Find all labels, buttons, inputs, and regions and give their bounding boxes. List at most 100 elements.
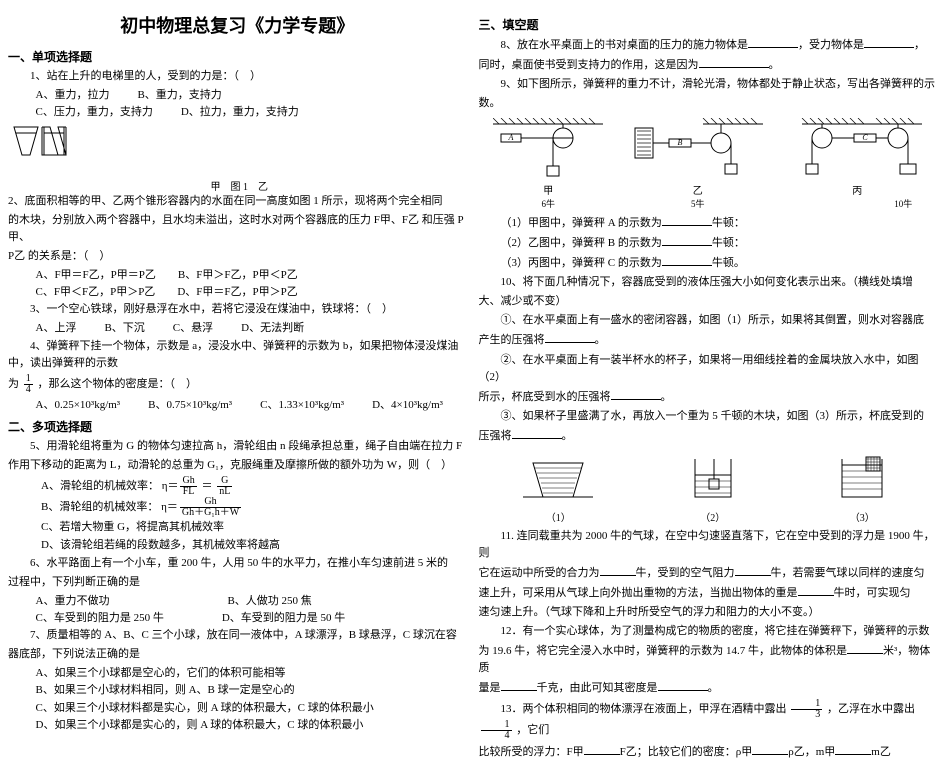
blank [735, 564, 771, 576]
frac-1-3: 13 [791, 699, 822, 720]
section-3-title: 三、填空题 [479, 16, 938, 33]
q4-frac-den: 4 [24, 385, 33, 395]
q9-la: 甲 [493, 182, 603, 197]
q7-b: B、如果三个小球材料相同，则 A、B 球一定是空心的 [36, 682, 467, 699]
q4-opts: A、0.25×10³kg/m³ B、0.75×10³kg/m³ C、1.33×1… [36, 397, 467, 414]
q5-s1: 5、用滑轮组将重为 G 的物体匀速拉高 h，滑轮组由 n 段绳承担总重，绳子自由… [8, 438, 467, 455]
q4-frac-num: 1 [24, 374, 33, 385]
q5-fa-frac2: GnL [217, 476, 232, 497]
q13s2: 比较所受的浮力：F甲 [479, 746, 584, 758]
q5-d: D、该滑轮组若绳的段数越多，其机械效率将越高 [41, 536, 467, 555]
q6-b: B、人做功 250 焦 [227, 593, 311, 610]
q9sub1b: 牛顿： [712, 217, 745, 229]
q9-figs: A 甲 B [479, 118, 938, 197]
vessel-1-icon [523, 451, 593, 507]
q7-c: C、如果三个小球材料都是实心，则 A 球的体积最大，C 球的体积最小 [36, 700, 467, 717]
q11s3: 速上升，可采用从气球上向外抛出重物的方法，当抛出物体的重是 [479, 587, 798, 599]
q9-10n: 10牛 [792, 197, 922, 210]
blank [864, 36, 914, 48]
cone-vessels-icon [12, 121, 68, 173]
svg-text:C: C [863, 133, 869, 142]
q4-b: B、0.75×10³kg/m³ [148, 397, 232, 414]
q8-s4: 同时，桌面使书受到支持力的作用，这是因为 [479, 59, 699, 71]
q12-s3: 量是千克，由此可知其密度是。 [479, 679, 938, 697]
q2-row1: A、F甲＝F乙，P甲＝P乙 B、F甲＞F乙，P甲＜P乙 [36, 267, 467, 284]
q2-fig-label: 甲 图 1 乙 [12, 178, 467, 193]
q10-fig3: （3） [832, 451, 892, 524]
vessel-3-icon [832, 451, 892, 507]
blank [662, 234, 712, 246]
q7-d: D、如果三个小球都是实心的，则 A 球的体积最大，C 球的体积最小 [36, 717, 467, 734]
svg-text:A: A [508, 133, 514, 142]
q8-s1: 8、放在水平桌面上的书对桌面的压力的施力物体是 [501, 39, 749, 51]
blank [847, 642, 883, 654]
blank [658, 679, 708, 691]
q9-sub2: （2）乙图中，弹簧秤 B 的示数为牛顿： [479, 234, 938, 252]
blank [699, 56, 769, 68]
q7-s2: 器底部，下列说法正确的是 [8, 646, 467, 663]
q2-stem2a: 的木块，分别放入两个容器中，且水均未溢出，这时水对两个容器底的压力 F [8, 214, 380, 226]
q9sub2: （2）乙图中，弹簧秤 B 的示数为 [501, 237, 662, 249]
vessel-2-icon [683, 451, 743, 507]
blank [501, 679, 537, 691]
q10-l3: （3） [832, 509, 892, 524]
q6-c: C、车受到的阻力是 250 牛 [36, 610, 164, 627]
q9-fig-a: A 甲 [493, 118, 603, 197]
q3-opts: A、上浮 B、下沉 C、悬浮 D、无法判断 [36, 320, 467, 337]
q13s1b: ，乙浮在水中露出 [827, 703, 915, 715]
q10-fig2: （2） [683, 451, 743, 524]
f14n: 1 [481, 720, 512, 731]
q2-stem3: P乙 的关系是：（ ） [8, 248, 467, 265]
q1-stem: 1、站在上升的电梯里的人，受到的力是：（ ） [8, 68, 467, 85]
section-2-title: 二、多项选择题 [8, 418, 467, 435]
q9-fig-b: B 乙 [633, 118, 763, 197]
q10c2: 压强将 [479, 430, 512, 442]
q1-opts2: C、压力，重力，支持力 D、拉力，重力，支持力 [36, 104, 467, 121]
q11s3b: 牛时，可实现匀 [834, 587, 911, 599]
q9-fig-labels-n: 6牛 5牛 10牛 [479, 197, 938, 210]
q1-d: D、拉力，重力，支持力 [181, 104, 299, 121]
q7-s1: 7、质量相等的 A、B、C 三个小球，放在同一液体中，A 球漂浮，B 球悬浮，C… [8, 627, 467, 644]
q4-stem: 4、弹簧秤下挂一个物体，示数是 a，浸没水中、弹簧秤的示数为 b，如果把物体浸没… [8, 338, 467, 372]
left-column: 初中物理总复习《力学专题》 一、单项选择题 1、站在上升的电梯里的人，受到的力是… [8, 12, 467, 656]
q1-a: A、重力，拉力 [36, 87, 110, 104]
blank [748, 36, 798, 48]
q5-b: B、滑轮组的机械效率： [41, 501, 158, 513]
q11-s4: 速匀速上升。（气球下降和上升时所受空气的浮力和阻力的大小不变。） [479, 604, 938, 621]
q9sub3: （3）丙图中，弹簧秤 C 的示数为 [501, 257, 662, 269]
q9-lc: 丙 [792, 182, 922, 197]
q8b: 同时，桌面使书受到支持力的作用，这是因为。 [479, 56, 938, 74]
q10b2: 所示，杯底受到水的压强将 [479, 391, 611, 403]
blank [584, 743, 620, 755]
q10-a2: 产生的压强将。 [479, 331, 938, 349]
q13-s2: 比较所受的浮力：F甲F乙；比较它们的密度：ρ甲ρ乙，m甲m乙 [479, 743, 938, 761]
q10a2: 产生的压强将 [479, 334, 545, 346]
q13s2b: F乙；比较它们的密度：ρ甲 [620, 746, 753, 758]
q3-stem: 3、一个空心铁球，刚好悬浮在水中，若将它浸没在煤油中，铁球将：（ ） [8, 301, 467, 318]
f13n: 1 [791, 699, 822, 710]
q13s1c: ，它们 [516, 724, 549, 736]
q3-c: C、悬浮 [173, 320, 213, 337]
q11-s2: 它在运动中所受的合力为牛，受到的空气阻力牛，若需要气球以同样的速度匀 [479, 564, 938, 582]
svg-text:B: B [677, 138, 682, 147]
q5-fa-frac1: GhFL [180, 476, 196, 497]
q8: 8、放在水平桌面上的书对桌面的压力的施力物体是，受力物体是， [479, 36, 938, 54]
q6-a: A、重力不做功 [36, 593, 110, 610]
q11s2b: 牛，受到的空气阻力 [636, 567, 735, 579]
q1-b: B、重力，支持力 [137, 87, 221, 104]
q8-s2: ，受力物体是 [798, 39, 864, 51]
q12-s1: 12．有一个实心球体，为了测量构成它的物质的密度，将它挂在弹簧秤下，弹簧秤的示数 [479, 623, 938, 640]
q9-lb: 乙 [633, 182, 763, 197]
pulley-c-icon: C [792, 118, 922, 180]
blank [752, 743, 788, 755]
q12s2: 为 19.6 牛，将它完全浸入水中时，弹簧秤的示数为 14.7 牛，此物体的体积… [479, 645, 848, 657]
q11-s1: 11. 连同载重共为 2000 牛的气球，在空中匀速竖直落下，它在空中受到的浮力… [479, 528, 938, 562]
blank [512, 427, 562, 439]
q13s2c: ρ乙，m甲 [788, 746, 835, 758]
q2-fig: 甲 图 1 乙 [12, 121, 467, 193]
q2-stem1: 2、底面积相等的甲、乙两个锥形容器内的水面在同一高度如图 1 所示，现将两个完全… [8, 193, 467, 210]
frac-1-4b: 14 [481, 720, 512, 741]
q10-l1: （1） [523, 509, 593, 524]
q4-s3: ，那么这个物体的密度是：（ ） [38, 378, 198, 390]
q13-s1: 13．两个体积相同的物体漂浮在液面上，甲浮在酒精中露出 13 ，乙浮在水中露出 … [479, 699, 938, 741]
